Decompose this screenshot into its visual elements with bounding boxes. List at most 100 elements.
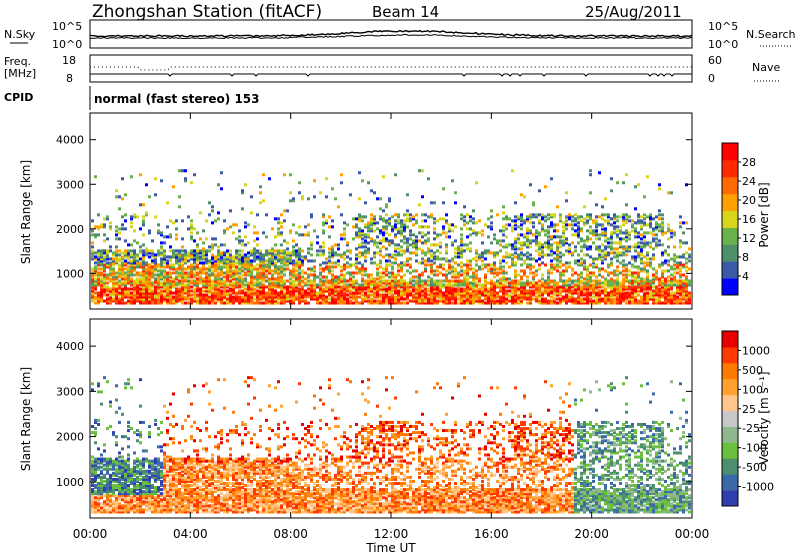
heatmap-cell: [364, 283, 367, 287]
heatmap-cell: [463, 263, 466, 267]
heatmap-cell: [127, 265, 130, 269]
heatmap-cell: [406, 209, 409, 213]
heatmap-cell: [481, 299, 484, 303]
heatmap-cell: [454, 261, 457, 265]
heatmap-cell: [217, 297, 220, 301]
heatmap-cell: [400, 283, 403, 287]
heatmap-cell: [223, 257, 226, 261]
heatmap-cell: [640, 249, 643, 253]
heatmap-cell: [613, 291, 616, 295]
heatmap-cell: [331, 265, 334, 269]
heatmap-cell: [283, 273, 286, 277]
heatmap-cell: [535, 287, 538, 291]
heatmap-cell: [391, 281, 394, 285]
heatmap-cell: [232, 291, 235, 295]
heatmap-cell: [259, 249, 262, 253]
heatmap-cell: [517, 215, 520, 219]
heatmap-cell: [634, 255, 637, 259]
heatmap-cell: [373, 291, 376, 295]
heatmap-cell: [361, 277, 364, 281]
heatmap-cell: [160, 261, 163, 265]
heatmap-cell: [157, 263, 160, 267]
heatmap-cell: [673, 231, 676, 235]
heatmap-cell: [151, 297, 154, 301]
heatmap-cell: [604, 239, 607, 243]
heatmap-cell: [424, 301, 427, 305]
heatmap-cell: [580, 285, 583, 289]
heatmap-cell: [508, 293, 511, 297]
heatmap-cell: [166, 261, 169, 265]
heatmap-cell: [619, 261, 622, 265]
heatmap-cell: [97, 502, 100, 506]
heatmap-cell: [370, 277, 373, 281]
heatmap-cell: [571, 285, 574, 289]
heatmap-cell: [241, 257, 244, 261]
heatmap-cell: [214, 291, 217, 295]
heatmap-cell: [130, 273, 133, 277]
heatmap-cell: [367, 281, 370, 285]
heatmap-cell: [382, 275, 385, 279]
heatmap-cell: [463, 299, 466, 303]
heatmap-cell: [493, 233, 496, 237]
heatmap-cell: [520, 285, 523, 289]
heatmap-cell: [121, 291, 124, 295]
heatmap-cell: [547, 299, 550, 303]
heatmap-cell: [412, 243, 415, 247]
heatmap-cell: [457, 249, 460, 253]
heatmap-cell: [175, 237, 178, 241]
heatmap-cell: [376, 295, 379, 299]
heatmap-cell: [637, 273, 640, 277]
heatmap-cell: [517, 295, 520, 299]
heatmap-cell: [145, 263, 148, 267]
heatmap-cell: [388, 217, 391, 221]
heatmap-cell: [127, 275, 130, 279]
heatmap-cell: [523, 289, 526, 293]
heatmap-cell: [610, 289, 613, 293]
heatmap-cell: [223, 261, 226, 265]
heatmap-cell: [391, 289, 394, 293]
heatmap-cell: [304, 255, 307, 259]
heatmap-cell: [154, 267, 157, 271]
heatmap-cell: [187, 287, 190, 291]
heatmap-cell: [205, 259, 208, 263]
heatmap-cell: [160, 265, 163, 269]
heatmap-cell: [121, 255, 124, 259]
heatmap-cell: [526, 239, 529, 243]
heatmap-cell: [211, 265, 214, 269]
heatmap-cell: [355, 271, 358, 275]
heatmap-cell: [430, 287, 433, 291]
heatmap-cell: [628, 285, 631, 289]
heatmap-cell: [349, 263, 352, 267]
heatmap-cell: [148, 269, 151, 273]
heatmap-cell: [274, 285, 277, 289]
heatmap-cell: [571, 251, 574, 255]
heatmap-cell: [568, 295, 571, 299]
heatmap-cell: [307, 291, 310, 295]
heatmap-cell: [610, 297, 613, 301]
heatmap-cell: [463, 301, 466, 305]
heatmap-cell: [295, 269, 298, 273]
heatmap-cell: [502, 245, 505, 249]
heatmap-cell: [334, 243, 337, 247]
heatmap-cell: [280, 299, 283, 303]
heatmap-cell: [427, 237, 430, 241]
heatmap-cell: [253, 293, 256, 297]
heatmap-cell: [682, 279, 685, 283]
heatmap-cell: [514, 285, 517, 289]
heatmap-cell: [175, 301, 178, 305]
heatmap-cell: [220, 269, 223, 273]
heatmap-cell: [406, 283, 409, 287]
heatmap-cell: [91, 233, 94, 237]
heatmap-cell: [271, 273, 274, 277]
heatmap-cell: [250, 285, 253, 289]
heatmap-cell: [292, 275, 295, 279]
heatmap-cell: [310, 243, 313, 247]
heatmap-cell: [442, 273, 445, 277]
heatmap-cell: [181, 287, 184, 291]
heatmap-cell: [661, 279, 664, 283]
heatmap-cell: [673, 245, 676, 249]
heatmap-cell: [631, 223, 634, 227]
heatmap-cell: [283, 293, 286, 297]
heatmap-cell: [367, 247, 370, 251]
heatmap-cell: [526, 283, 529, 287]
